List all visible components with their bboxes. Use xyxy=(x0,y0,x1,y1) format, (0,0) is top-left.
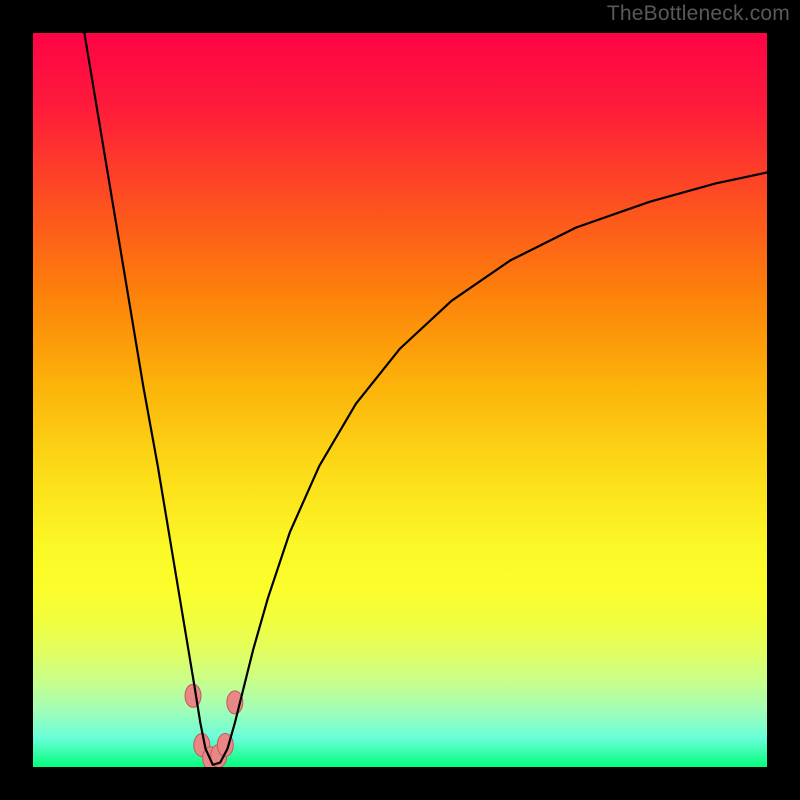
chart-frame: TheBottleneck.com xyxy=(0,0,800,800)
bottleneck-curve-chart xyxy=(0,0,800,800)
watermark-text: TheBottleneck.com xyxy=(607,2,790,26)
